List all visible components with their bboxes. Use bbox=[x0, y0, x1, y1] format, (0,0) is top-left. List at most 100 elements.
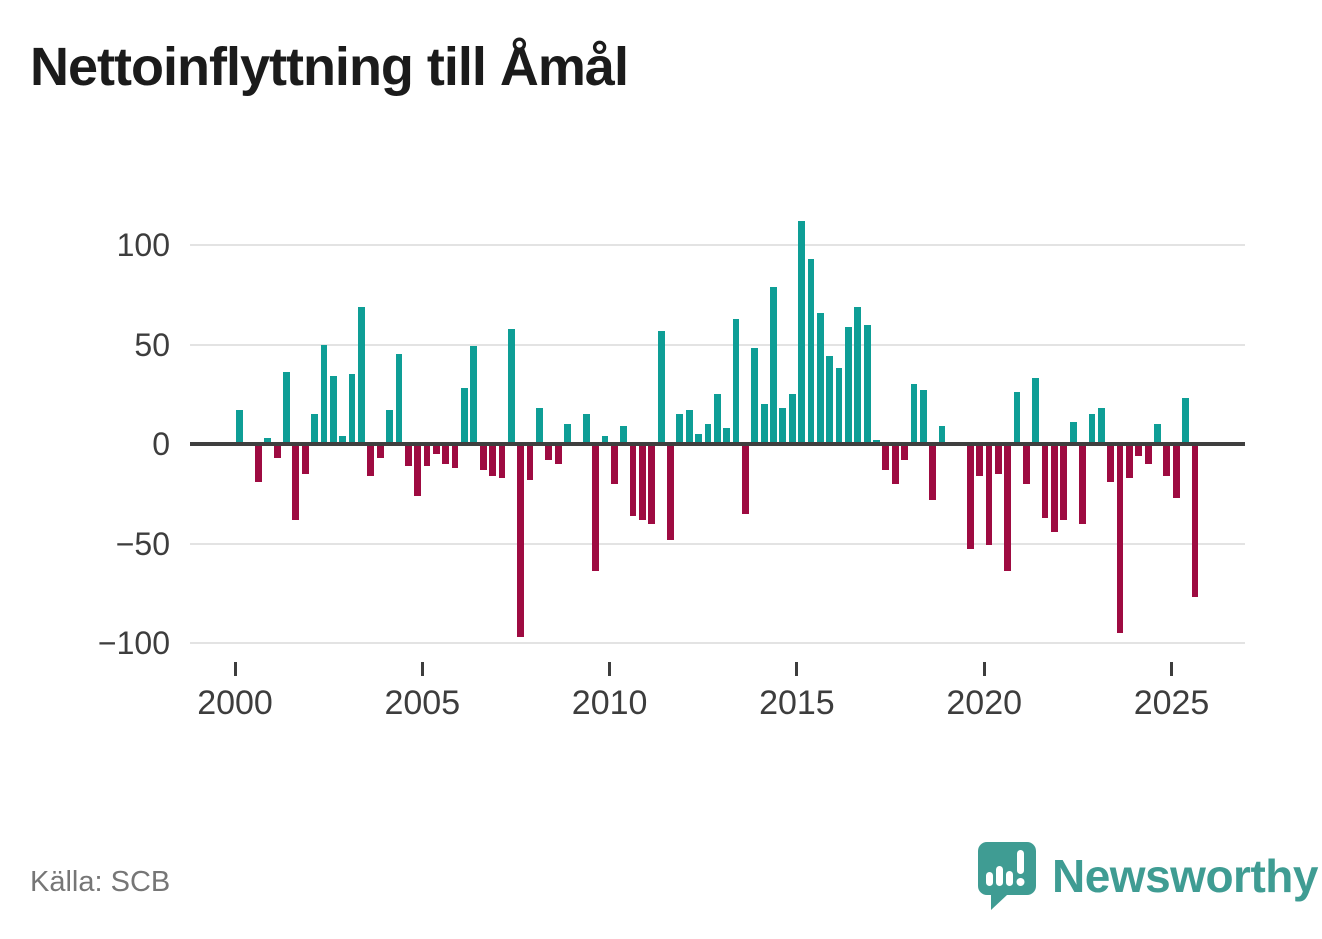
bar-2022Q2 bbox=[1069, 422, 1077, 444]
y-tick-label-0: 0 bbox=[152, 426, 170, 462]
bar-2018Q2 bbox=[919, 390, 927, 444]
icon-exclamation-bar bbox=[1017, 850, 1024, 874]
bar-2014Q1 bbox=[760, 404, 768, 444]
bar-2002Q4 bbox=[339, 436, 347, 444]
icon-bar-3 bbox=[1006, 871, 1013, 886]
bar-2023Q1 bbox=[1097, 408, 1105, 444]
bar-2019Q3 bbox=[966, 444, 974, 550]
bar-2009Q4 bbox=[601, 436, 609, 444]
bar-2025Q1 bbox=[1172, 444, 1180, 498]
icon-exclamation-dot bbox=[1016, 878, 1025, 886]
bar-2010Q3 bbox=[629, 444, 637, 516]
bar-2016Q1 bbox=[835, 368, 843, 444]
bar-2007Q2 bbox=[507, 328, 515, 444]
bar-2004Q3 bbox=[404, 444, 412, 466]
gridline--100 bbox=[190, 642, 1245, 644]
x-tick-2015 bbox=[795, 662, 799, 676]
bar-2004Q1 bbox=[386, 410, 393, 444]
gridline--50 bbox=[190, 542, 1245, 545]
x-tick-2005 bbox=[420, 662, 424, 676]
bar-2018Q4 bbox=[938, 426, 946, 444]
bar-2006Q3 bbox=[479, 444, 487, 470]
bar-2006Q1 bbox=[461, 388, 468, 444]
bar-2006Q2 bbox=[470, 346, 478, 444]
y-tick-label--100: −100 bbox=[97, 625, 170, 661]
bar-2021Q1 bbox=[1022, 444, 1030, 484]
bar-2023Q4 bbox=[1125, 444, 1133, 478]
bar-2005Q4 bbox=[451, 444, 459, 468]
bar-2005Q3 bbox=[442, 444, 450, 464]
bar-2019Q4 bbox=[976, 444, 983, 476]
bar-2025Q3 bbox=[1191, 444, 1199, 598]
bar-2003Q4 bbox=[376, 444, 384, 458]
bar-2022Q1 bbox=[1060, 444, 1068, 520]
x-tick-label-2025: 2025 bbox=[1133, 684, 1210, 722]
bar-2008Q3 bbox=[554, 444, 562, 464]
bar-2011Q2 bbox=[657, 330, 665, 444]
bar-2003Q2 bbox=[358, 306, 365, 444]
x-tick-label-2000: 2000 bbox=[197, 684, 273, 722]
bar-2014Q4 bbox=[788, 394, 796, 444]
newsworthy-speech-bubble-icon bbox=[978, 842, 1036, 910]
bar-2000Q4 bbox=[264, 438, 272, 444]
zero-axis-line bbox=[190, 442, 1245, 446]
bar-2007Q1 bbox=[498, 444, 506, 478]
bar-2011Q4 bbox=[676, 414, 684, 444]
bar-2007Q4 bbox=[526, 444, 534, 480]
bar-2020Q3 bbox=[1004, 444, 1012, 572]
icon-bar-1 bbox=[986, 872, 993, 886]
x-tick-label-2020: 2020 bbox=[946, 684, 1023, 722]
bar-2021Q2 bbox=[1032, 378, 1040, 444]
bar-2018Q1 bbox=[910, 384, 918, 444]
bar-2015Q2 bbox=[807, 258, 815, 444]
bar-2015Q3 bbox=[816, 312, 824, 444]
bar-2013Q4 bbox=[751, 348, 759, 444]
bar-2011Q3 bbox=[667, 444, 674, 540]
bar-2024Q1 bbox=[1135, 444, 1143, 456]
bar-2025Q2 bbox=[1182, 398, 1189, 444]
y-tick-label--50: −50 bbox=[115, 525, 170, 562]
bar-2017Q2 bbox=[882, 444, 890, 470]
x-tick-label-2015: 2015 bbox=[759, 684, 835, 722]
icon-bar-2 bbox=[996, 866, 1003, 886]
bar-2012Q3 bbox=[704, 424, 712, 444]
bar-2012Q4 bbox=[713, 394, 721, 444]
newsworthy-wordmark: Newsworthy bbox=[1052, 850, 1318, 902]
bar-2013Q2 bbox=[732, 318, 740, 444]
bar-2012Q1 bbox=[685, 410, 693, 444]
bar-2022Q4 bbox=[1088, 414, 1096, 444]
y-tick-label-100: 100 bbox=[116, 227, 170, 263]
bar-2004Q4 bbox=[414, 444, 422, 496]
bar-2022Q3 bbox=[1079, 444, 1086, 524]
bar-2024Q3 bbox=[1154, 424, 1161, 444]
bar-2007Q3 bbox=[517, 444, 525, 638]
bar-2010Q2 bbox=[620, 426, 628, 444]
bar-2009Q3 bbox=[592, 444, 599, 572]
bar-2008Q4 bbox=[564, 424, 571, 444]
bar-2023Q2 bbox=[1107, 444, 1115, 482]
bar-2024Q4 bbox=[1163, 444, 1171, 476]
bar-2020Q1 bbox=[985, 444, 993, 546]
x-tick-2010 bbox=[608, 662, 612, 676]
bar-2017Q4 bbox=[901, 444, 908, 460]
bar-2020Q4 bbox=[1013, 392, 1021, 444]
bar-2005Q2 bbox=[432, 444, 440, 454]
bar-2014Q3 bbox=[779, 408, 787, 444]
bar-2001Q3 bbox=[292, 444, 300, 520]
bar-2011Q1 bbox=[648, 444, 656, 524]
bar-2001Q2 bbox=[283, 372, 290, 444]
bar-2002Q3 bbox=[329, 376, 337, 444]
gridline-50 bbox=[190, 343, 1245, 346]
x-tick-2000 bbox=[233, 662, 237, 676]
bar-2017Q3 bbox=[891, 444, 899, 484]
bar-2013Q1 bbox=[723, 428, 731, 444]
bar-2003Q3 bbox=[367, 444, 375, 476]
bar-2004Q2 bbox=[395, 354, 403, 444]
bar-2001Q4 bbox=[301, 444, 309, 474]
bar-2008Q2 bbox=[545, 444, 553, 460]
source-caption: Källa: SCB bbox=[30, 866, 171, 898]
bar-2003Q1 bbox=[348, 374, 356, 444]
bar-2016Q3 bbox=[854, 306, 862, 444]
bar-2015Q4 bbox=[826, 356, 834, 444]
